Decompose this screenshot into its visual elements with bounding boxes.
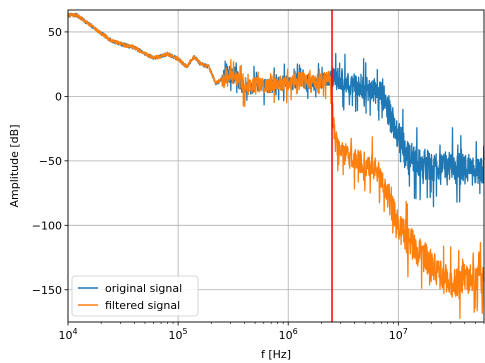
y-axis-label: Amplitude [dB] (8, 125, 21, 208)
series-line-1 (67, 12, 485, 319)
x-tick-label: 107 (389, 327, 408, 342)
x-axis-ticks: 104 105 106 107 (58, 322, 485, 342)
series-layer (67, 12, 485, 319)
x-tick-label: 105 (169, 327, 188, 342)
legend-label: filtered signal (105, 299, 180, 312)
y-axis-ticks: 50 0 −50 −100 −150 (32, 26, 68, 297)
plot-frame (67, 9, 485, 323)
y-tick-label: −100 (32, 219, 62, 232)
x-axis-label: f [Hz] (261, 348, 291, 361)
series-line-0 (67, 12, 485, 208)
y-tick-label: 0 (55, 90, 62, 103)
y-tick-label: 50 (48, 26, 62, 39)
y-tick-label: −150 (32, 284, 62, 297)
x-tick-label: 104 (58, 327, 77, 342)
legend-box (71, 275, 199, 317)
legend: original signal filtered signal (71, 275, 199, 317)
legend-label: original signal (105, 282, 182, 295)
y-tick-label: −50 (39, 155, 62, 168)
x-tick-label: 106 (279, 327, 298, 342)
